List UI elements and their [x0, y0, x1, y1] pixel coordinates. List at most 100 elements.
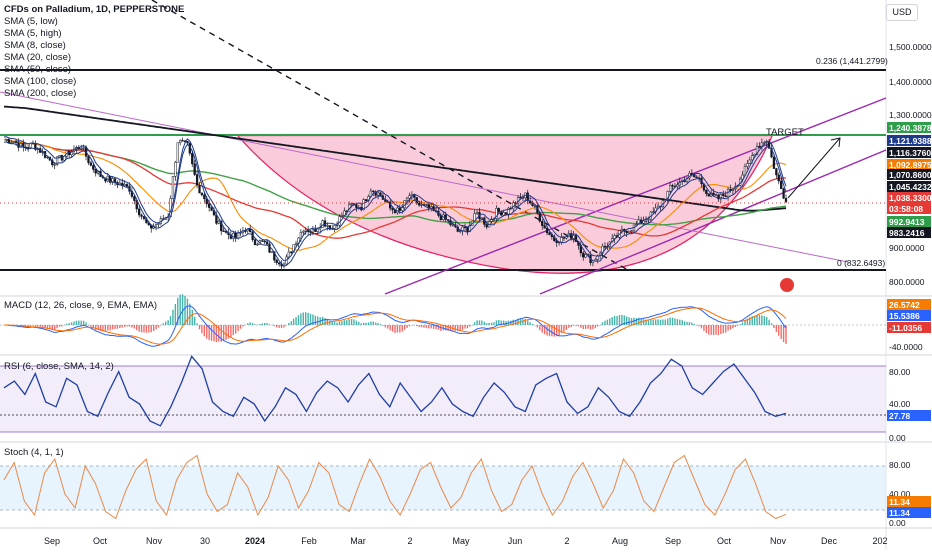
- currency-button[interactable]: USD: [886, 4, 918, 21]
- legend-sma-5-low[interactable]: SMA (5, low): [4, 16, 58, 27]
- candle-body: [647, 218, 650, 221]
- macd-histogram-bar: [312, 314, 314, 325]
- macd-histogram-bar: [633, 317, 635, 325]
- candle-body: [724, 195, 727, 197]
- legend-sma-8[interactable]: SMA (8, close): [4, 40, 66, 51]
- macd-histogram-bar: [517, 318, 519, 325]
- macd-histogram-bar: [32, 325, 34, 326]
- event-flag-icon[interactable]: [780, 278, 794, 292]
- macd-histogram-bar: [317, 316, 319, 325]
- stoch-y-tick-label: 40.00: [889, 489, 911, 499]
- macd-histogram-bar: [638, 317, 640, 325]
- macd-histogram-bar: [647, 320, 650, 325]
- candle-body: [408, 195, 411, 199]
- macd-histogram-bar: [97, 325, 99, 331]
- macd-histogram-bar: [191, 309, 193, 325]
- candle-body: [502, 212, 505, 216]
- legend-sma-20[interactable]: SMA (20, close): [4, 52, 72, 63]
- macd-histogram-bar: [387, 325, 389, 329]
- macd-histogram-bar: [505, 321, 507, 325]
- macd-histogram-bar: [302, 312, 304, 325]
- macd-histogram-bar: [483, 321, 486, 325]
- macd-histogram-bar: [601, 322, 604, 325]
- macd-histogram-bar: [338, 321, 341, 325]
- macd-histogram-bar: [676, 319, 679, 325]
- macd-histogram-bar: [283, 325, 285, 328]
- macd-histogram-bar: [333, 322, 336, 325]
- macd-histogram-bar: [210, 325, 213, 341]
- candle-body: [656, 205, 660, 209]
- macd-histogram-bar: [471, 324, 473, 326]
- macd-histogram-bar: [732, 325, 734, 329]
- candle-body: [398, 207, 401, 211]
- candle-body: [220, 220, 223, 232]
- legend-sma-50[interactable]: SMA (50, close): [4, 64, 72, 75]
- macd-histogram-bar: [490, 322, 493, 325]
- macd-legend[interactable]: MACD (12, 26, close, 9, EMA, EMA): [4, 300, 158, 311]
- candle-body: [772, 156, 776, 169]
- candle-body: [401, 207, 404, 211]
- symbol-title[interactable]: CFDs on Palladium, 1D, PEPPERSTONE: [4, 4, 185, 15]
- legend-sma-100[interactable]: SMA (100, close): [4, 76, 77, 87]
- macd-histogram-bar: [580, 325, 582, 328]
- macd-histogram-bar: [143, 325, 145, 333]
- sma-50-line: [3, 138, 786, 239]
- macd-histogram-bar: [691, 322, 693, 325]
- candle-body: [596, 255, 599, 260]
- legend-sma-5-high[interactable]: SMA (5, high): [4, 28, 62, 39]
- macd-histogram-bar: [502, 320, 505, 325]
- candle-body: [314, 229, 317, 232]
- macd-histogram-bar: [61, 325, 63, 327]
- candle-body: [777, 174, 780, 182]
- macd-histogram-bar: [739, 324, 741, 325]
- sma-200-line: [3, 105, 787, 212]
- candle-body: [644, 219, 648, 222]
- macd-histogram-bar: [70, 322, 73, 325]
- macd-histogram-bar: [27, 325, 29, 328]
- candle-body: [113, 178, 117, 183]
- price-tag-label: 1,092.8975: [889, 160, 932, 170]
- macd-histogram-bar: [218, 325, 220, 342]
- macd-histogram-bar: [618, 315, 621, 325]
- macd-histogram-bar: [259, 323, 261, 325]
- macd-histogram-bar: [717, 325, 720, 336]
- rsi-legend[interactable]: RSI (6, close, SMA, 14, 2): [4, 361, 114, 372]
- macd-histogram-bar: [37, 325, 39, 327]
- macd-histogram-bar: [133, 325, 136, 329]
- price-tag-label: 1,070.8600: [889, 170, 932, 180]
- macd-histogram-bar: [370, 321, 372, 325]
- candle-body: [374, 191, 377, 196]
- candle-body: [304, 229, 307, 232]
- candle-body: [782, 188, 785, 199]
- candle-body: [707, 193, 710, 197]
- macd-histogram-bar: [121, 325, 123, 328]
- x-tick-label: Oct: [717, 536, 732, 546]
- candle-body: [466, 227, 469, 232]
- macd-histogram-bar: [63, 325, 66, 326]
- macd-histogram-bar: [128, 325, 131, 327]
- macd-histogram-bar: [82, 320, 85, 325]
- price-axis[interactable]: 1,500.0000 1,400.0000 1,300.0000 900.0000 80…: [889, 42, 932, 528]
- candle-body: [574, 235, 578, 242]
- macd-histogram-bar: [162, 323, 164, 325]
- candle-body: [751, 155, 754, 161]
- macd-histogram-bar: [85, 322, 87, 325]
- candle-body: [246, 229, 249, 232]
- stoch-line: [3, 454, 787, 520]
- candle-body: [94, 169, 97, 174]
- macd-histogram-bar: [751, 316, 753, 325]
- macd-histogram-bar: [587, 325, 589, 329]
- candle-body: [350, 203, 353, 205]
- stoch-tag-label: 11.34: [889, 497, 910, 507]
- macd-histogram-bar: [621, 314, 623, 325]
- macd-histogram-bar: [785, 325, 787, 344]
- macd-histogram-bar: [773, 325, 775, 328]
- candle-body: [193, 163, 196, 175]
- legend-sma-200[interactable]: SMA (200, close): [4, 88, 77, 99]
- macd-histogram-bar: [46, 325, 49, 329]
- macd-histogram-bar: [589, 325, 592, 330]
- price-tag-label: 992.9413: [889, 217, 925, 227]
- stoch-legend[interactable]: Stoch (4, 1, 1): [4, 447, 64, 458]
